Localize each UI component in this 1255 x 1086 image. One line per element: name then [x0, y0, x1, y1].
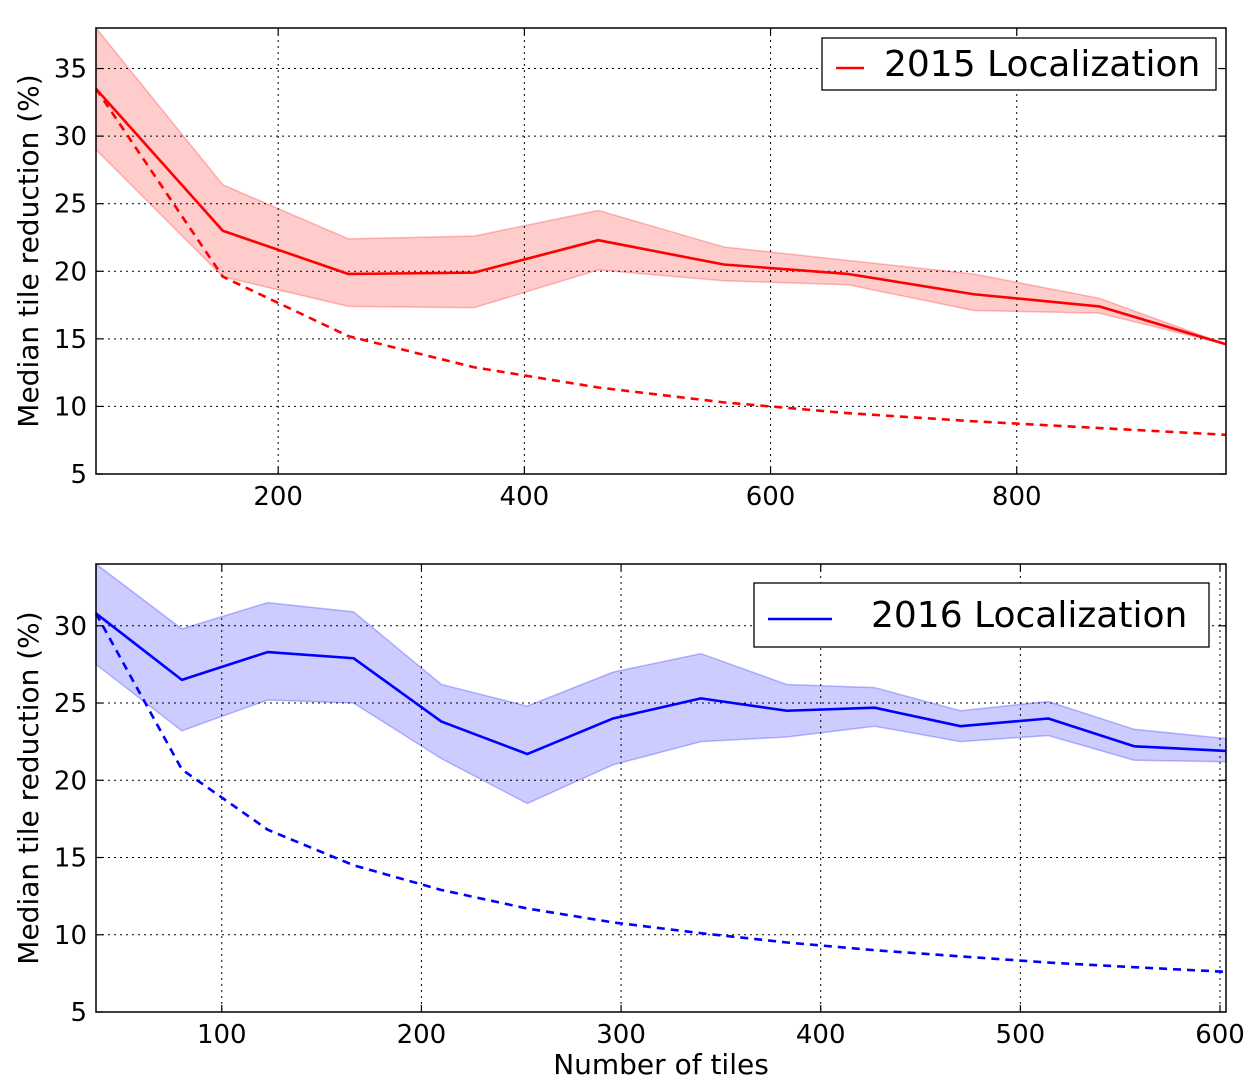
x-tick-label: 300 — [596, 1020, 646, 1050]
confidence-band — [95, 25, 1227, 345]
y-axis-label: Median tile reduction (%) — [12, 611, 45, 964]
x-tick-label: 200 — [397, 1020, 447, 1050]
y-tick-label: 30 — [54, 612, 87, 642]
y-tick-label: 35 — [54, 55, 87, 85]
legend-label: 2015 Localization — [884, 44, 1200, 85]
y-tick-label: 20 — [54, 257, 87, 287]
x-tick-label: 400 — [500, 482, 550, 512]
y-axis-label: Median tile reduction (%) — [12, 74, 45, 427]
plot-frame — [95, 563, 1227, 1013]
y-tick-label: 30 — [54, 122, 87, 152]
legend-box — [753, 582, 1210, 648]
x-tick-label: 100 — [197, 1020, 247, 1050]
x-tick-label: 600 — [746, 482, 796, 512]
series-line — [95, 87, 1227, 346]
x-axis-label: Number of tiles — [553, 1048, 769, 1081]
legend-box — [821, 37, 1217, 91]
y-tick-label: 15 — [54, 325, 87, 355]
y-tick-label: 20 — [54, 766, 87, 796]
x-tick-label: 800 — [992, 482, 1042, 512]
y-tick-label: 25 — [54, 689, 87, 719]
legend: 2016 Localization — [753, 582, 1210, 648]
legend-label: 2016 Localization — [871, 595, 1187, 636]
x-tick-label: 500 — [996, 1020, 1046, 1050]
baseline-dashed-series-line — [94, 612, 1227, 974]
y-tick-label: 5 — [70, 460, 87, 490]
series-line — [95, 612, 1227, 756]
plot-frame — [95, 27, 1227, 475]
y-tick-label: 5 — [70, 998, 87, 1028]
chart-panel-2016: 100 200 300 400 500 600 5 10 15 20 25 30 Median tile… — [12, 562, 1245, 1081]
x-tick-label: 400 — [796, 1020, 846, 1050]
baseline-dashed-series-line — [94, 88, 1227, 437]
y-tick-label: 10 — [54, 392, 87, 422]
x-tick-label: 200 — [253, 482, 303, 512]
x-tick-label: 600 — [1195, 1020, 1245, 1050]
y-tick-label: 15 — [54, 844, 87, 874]
y-tick-label: 25 — [54, 190, 87, 220]
y-tick-label: 10 — [54, 921, 87, 951]
legend: 2015 Localization — [821, 37, 1217, 91]
chart-panel-2015: 200 400 600 800 5 10 15 20 25 30 35 Median tile red… — [12, 25, 1227, 512]
